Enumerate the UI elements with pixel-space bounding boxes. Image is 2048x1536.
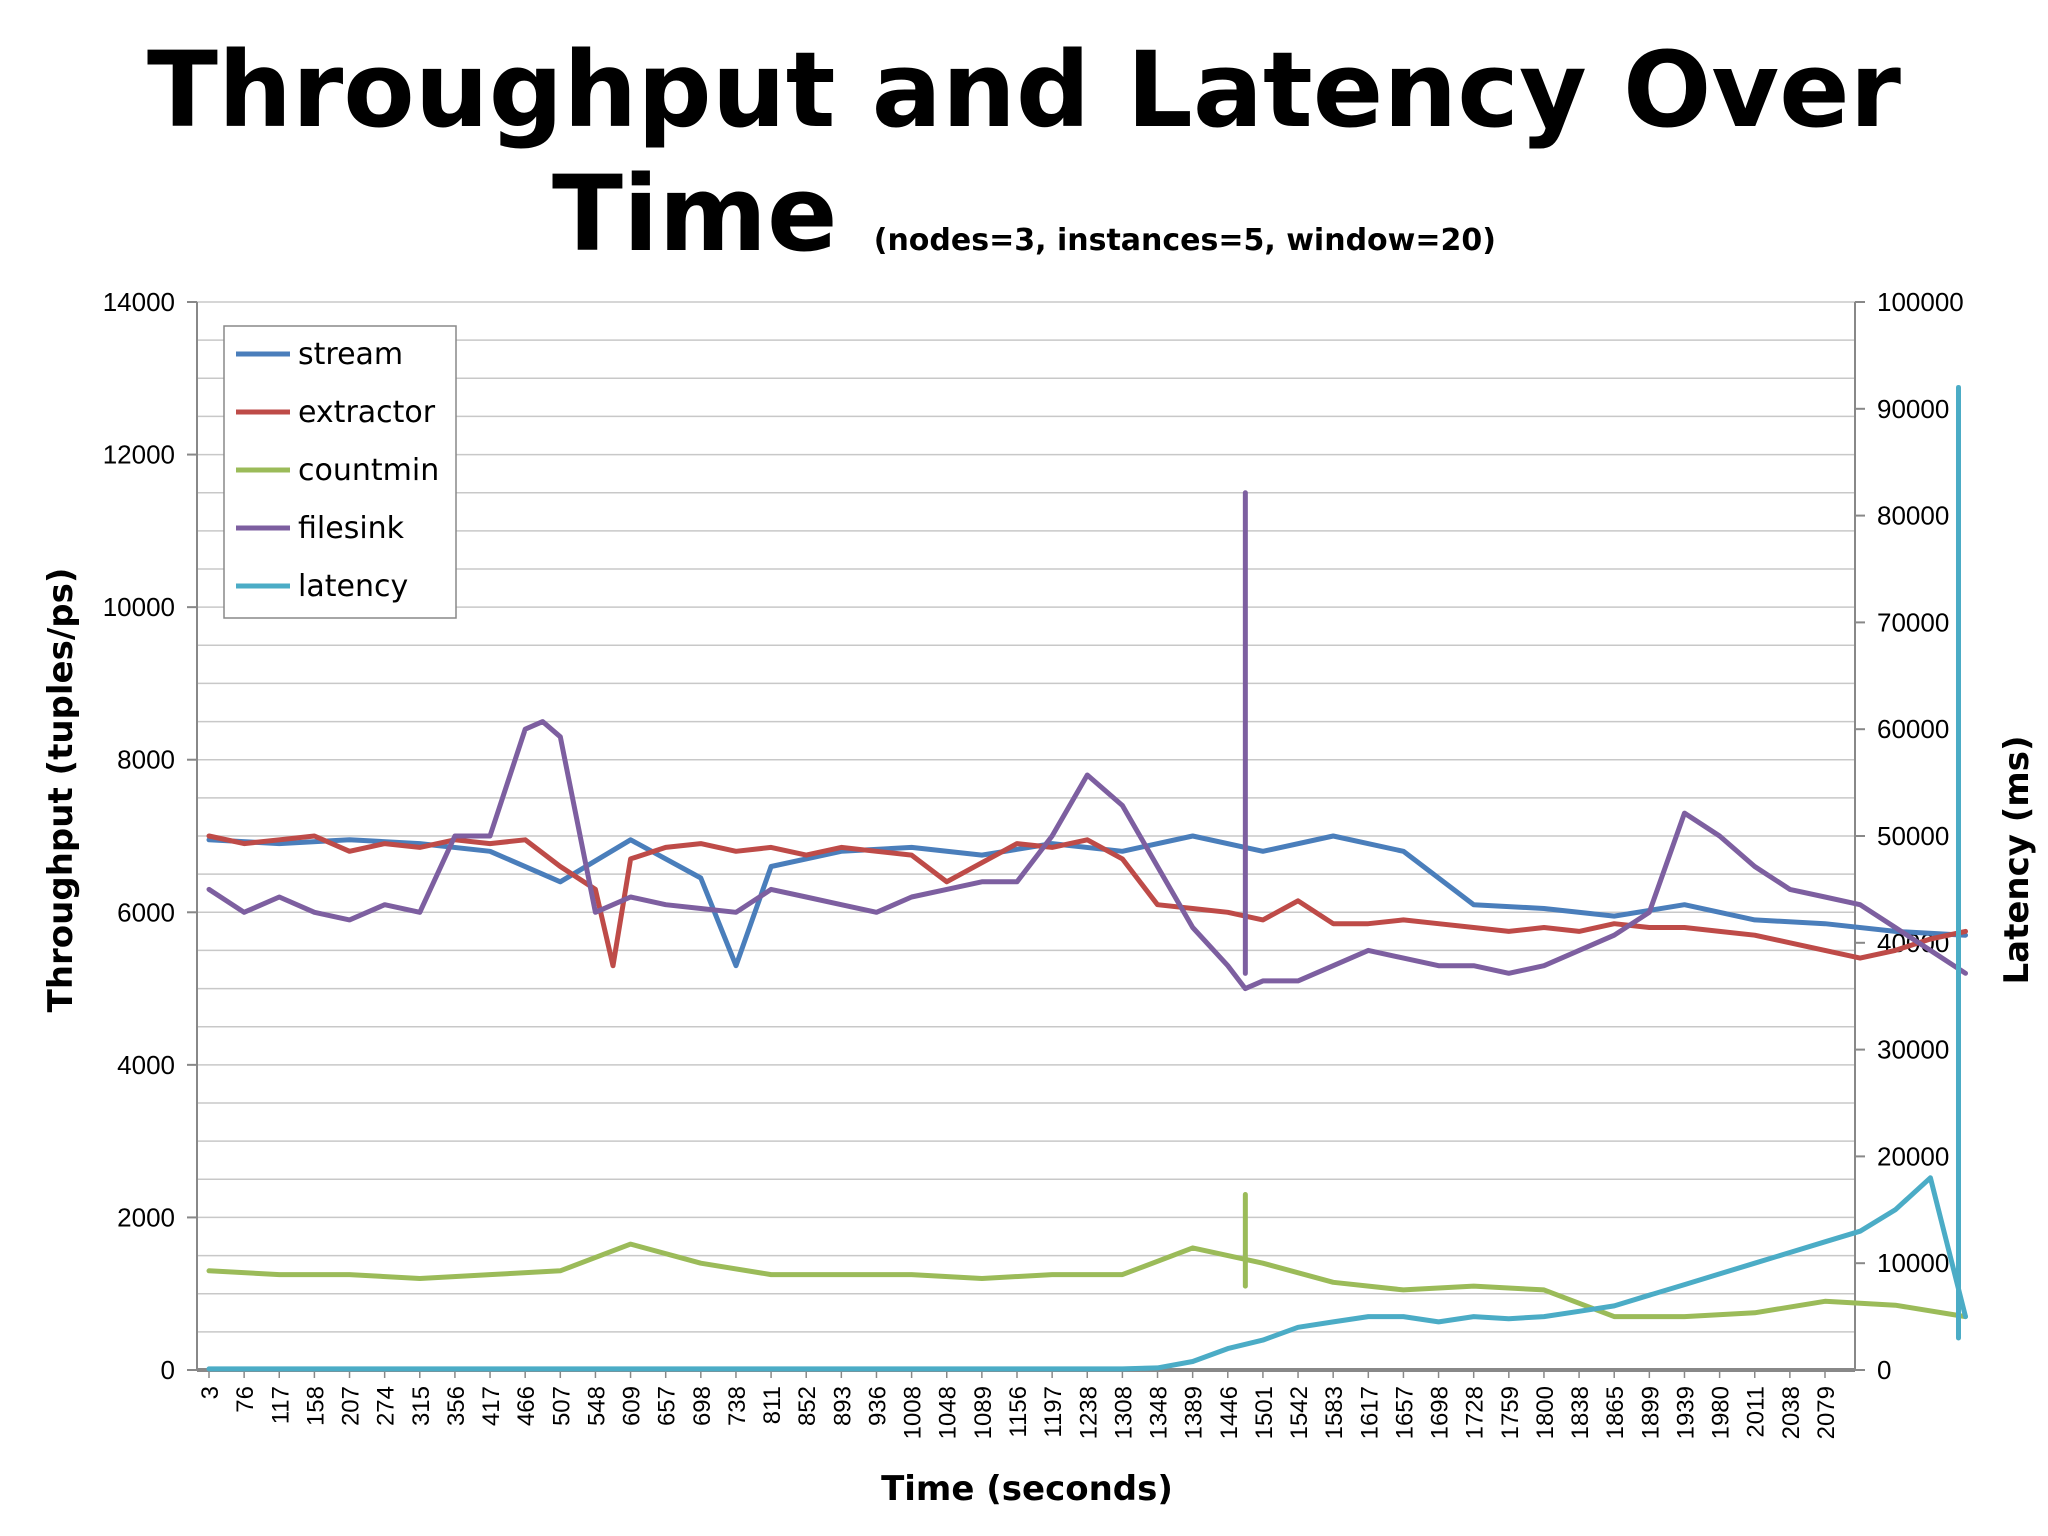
x-tick-label: 1838 [1567, 1386, 1594, 1439]
y-tick-label-right: 50000 [1877, 821, 1949, 851]
x-tick-label: 507 [548, 1386, 575, 1426]
x-tick-label: 1980 [1708, 1386, 1735, 1439]
x-tick-label: 1008 [900, 1386, 927, 1439]
x-tick-label: 158 [302, 1386, 329, 1426]
legend-label-extractor: extractor [298, 395, 436, 430]
x-tick-label: 1156 [1005, 1386, 1032, 1438]
series-line-extractor [206, 833, 1968, 969]
x-tick-label: 1865 [1602, 1386, 1629, 1439]
x-tick-label: 1657 [1391, 1386, 1418, 1439]
legend: stream extractor countmin filesink latency [223, 325, 457, 619]
x-tick-label: 698 [689, 1386, 716, 1426]
x-tick-label: 548 [583, 1386, 610, 1426]
x-tick-label: 852 [794, 1386, 821, 1426]
series-lines [206, 384, 1968, 1372]
x-tick-label: 3 [197, 1386, 224, 1399]
x-tick-label: 76 [232, 1386, 259, 1413]
x-tick-label: 936 [864, 1386, 891, 1426]
x-tick-label: 356 [443, 1386, 470, 1426]
title-line-2: Time [552, 153, 838, 275]
y-tick-label: 8000 [117, 745, 175, 775]
x-axis-label: Time (seconds) [881, 1469, 1173, 1509]
x-tick-label: 1583 [1321, 1386, 1348, 1439]
x-tick-label: 811 [759, 1386, 786, 1424]
x-tick-label: 1759 [1497, 1386, 1524, 1439]
y-tick-label: 12000 [103, 440, 175, 470]
x-tick-label: 417 [478, 1386, 505, 1426]
x-tick-label: 1617 [1356, 1386, 1383, 1439]
series-line-latency [206, 1175, 1968, 1372]
x-tick-label: 738 [724, 1386, 751, 1426]
y-tick-label-right: 30000 [1877, 1035, 1949, 1065]
x-tick-label: 1348 [1146, 1386, 1173, 1439]
x-tick-label: 1899 [1637, 1386, 1664, 1439]
x-tick-label: 2038 [1778, 1386, 1805, 1439]
x-tick-label: 1048 [935, 1386, 962, 1439]
title-line-1: Throughput and Latency Over [147, 29, 1901, 151]
x-tick-label: 1728 [1462, 1386, 1489, 1439]
y-tick-label-right: 80000 [1877, 501, 1949, 531]
x-tick-label: 207 [338, 1386, 365, 1426]
legend-label-filesink: filesink [298, 511, 405, 546]
x-tick-label: 2011 [1743, 1386, 1770, 1438]
chart-title: Throughput and Latency Over Time (nodes=… [0, 28, 2048, 303]
x-tick-label: 1542 [1286, 1386, 1313, 1439]
x-tick-label: 1446 [1216, 1386, 1243, 1439]
grid-lines [197, 301, 1855, 1371]
x-tick-label: 609 [619, 1386, 646, 1426]
y-tick-label-right: 90000 [1877, 394, 1949, 424]
x-tick-label: 1308 [1110, 1386, 1137, 1439]
x-tick-label: 1389 [1181, 1386, 1208, 1439]
x-tick-label: 2079 [1813, 1386, 1840, 1439]
series-line-filesink [206, 719, 1968, 992]
x-tick-label: 466 [513, 1386, 540, 1426]
y-tick-label: 6000 [117, 897, 175, 927]
y-tick-label: 2000 [117, 1202, 175, 1232]
legend-label-latency: latency [298, 569, 408, 604]
x-tick-label: 274 [373, 1386, 400, 1426]
x-tick-label: 1501 [1251, 1386, 1278, 1439]
x-tick-label: 1698 [1427, 1386, 1454, 1439]
y-tick-label-right: 10000 [1877, 1248, 1949, 1278]
x-tick-label: 1800 [1532, 1386, 1559, 1439]
y-tick-label-right: 60000 [1877, 714, 1949, 744]
x-tick-label: 1197 [1040, 1386, 1067, 1438]
series-line-stream [206, 833, 1968, 969]
x-tick-label: 1089 [970, 1386, 997, 1439]
y-tick-label: 10000 [103, 592, 175, 622]
y-tick-label: 0 [161, 1355, 175, 1385]
x-tick-label: 1238 [1075, 1386, 1102, 1439]
axes: 0 2000 4000 6000 8000 10000 12000 14000 0 10000 20… [103, 287, 1964, 1439]
y-tick-label-right: 100000 [1877, 287, 1964, 317]
legend-label-stream: stream [298, 337, 403, 372]
x-tick-label: 893 [829, 1386, 856, 1426]
y-axis-label: Throughput (tuples/ps) [41, 568, 81, 1013]
y-tick-label: 14000 [103, 287, 175, 317]
y-tick-label: 4000 [117, 1050, 175, 1080]
x-tick-label: 117 [267, 1386, 294, 1424]
y-axis-label-right: Latency (ms) [1997, 735, 2037, 984]
legend-label-countmin: countmin [298, 453, 439, 488]
y-tick-label-right: 20000 [1877, 1141, 1949, 1171]
chart-subtitle: (nodes=3, instances=5, window=20) [873, 223, 1496, 258]
y-tick-label-right: 70000 [1877, 607, 1949, 637]
x-tick-label: 1939 [1672, 1386, 1699, 1439]
x-tick-label: 315 [408, 1386, 435, 1426]
x-tick-label: 657 [654, 1386, 681, 1426]
y-tick-label-right: 0 [1877, 1355, 1891, 1385]
series-line-countmin [206, 1241, 1968, 1320]
